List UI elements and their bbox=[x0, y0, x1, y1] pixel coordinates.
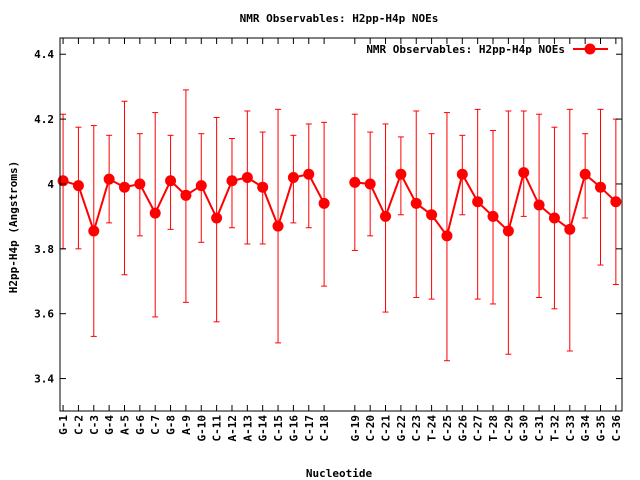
plot-area bbox=[57, 89, 622, 362]
x-tick-label: C-7 bbox=[149, 415, 162, 435]
data-point bbox=[487, 210, 499, 222]
data-point bbox=[287, 171, 299, 183]
x-axis-label: Nucleotide bbox=[306, 467, 373, 480]
data-point bbox=[533, 199, 545, 211]
data-point bbox=[257, 181, 269, 193]
data-point bbox=[180, 189, 192, 201]
x-tick-label: G-1 bbox=[57, 415, 70, 435]
x-tick-label: C-31 bbox=[533, 415, 546, 442]
y-tick-label: 4.4 bbox=[34, 48, 54, 61]
x-tick-label: G-35 bbox=[595, 415, 608, 442]
series-line bbox=[62, 173, 325, 235]
x-tick-label: G-10 bbox=[195, 415, 208, 442]
x-tick-label: C-11 bbox=[211, 415, 224, 442]
legend-marker-swatch bbox=[584, 43, 596, 55]
data-point bbox=[72, 180, 84, 192]
data-point bbox=[195, 180, 207, 192]
data-point bbox=[57, 175, 69, 187]
x-tick-label: C-23 bbox=[410, 415, 423, 442]
x-tick-label: G-8 bbox=[165, 415, 178, 435]
data-point bbox=[134, 178, 146, 190]
x-tick-label: C-17 bbox=[303, 415, 316, 442]
x-tick-label: G-4 bbox=[103, 415, 116, 435]
data-point bbox=[349, 176, 361, 188]
data-point bbox=[410, 197, 422, 209]
data-point bbox=[303, 168, 315, 180]
data-point bbox=[456, 168, 468, 180]
x-tick-label: G-16 bbox=[287, 415, 300, 442]
x-tick-label: C-25 bbox=[441, 415, 454, 442]
data-point bbox=[502, 225, 514, 237]
plot-frame bbox=[59, 37, 623, 412]
x-tick-label: G-6 bbox=[134, 415, 147, 435]
data-point bbox=[564, 223, 576, 235]
legend: NMR Observables: H2pp-H4p NOEs bbox=[366, 43, 608, 56]
data-point bbox=[441, 230, 453, 242]
data-point bbox=[241, 171, 253, 183]
x-tick-label: C-33 bbox=[564, 415, 577, 442]
x-tick-label: A-5 bbox=[118, 415, 131, 435]
x-tick-label: C-21 bbox=[380, 415, 393, 442]
x-tick-label: C-2 bbox=[72, 415, 85, 435]
y-tick-label: 4.2 bbox=[34, 113, 54, 126]
data-point bbox=[395, 168, 407, 180]
x-tick-label: G-19 bbox=[349, 415, 362, 442]
data-point bbox=[211, 212, 223, 224]
data-point bbox=[380, 210, 392, 222]
x-tick-label: C-3 bbox=[88, 415, 101, 435]
data-point bbox=[364, 178, 376, 190]
chart-title: NMR Observables: H2pp-H4p NOEs bbox=[240, 12, 439, 25]
x-tick-label: C-36 bbox=[610, 415, 623, 442]
axes: 3.4 3.6 3.8 4 4.2 4.4 G-1 C-2 C-3 G-4 A-5 G-6 C-7 G-8… bbox=[34, 37, 623, 442]
data-point bbox=[272, 220, 284, 232]
data-point bbox=[88, 225, 100, 237]
x-tick-label: G-14 bbox=[257, 415, 270, 442]
data-point bbox=[426, 209, 438, 221]
y-tick-label: 3.6 bbox=[34, 308, 54, 321]
y-tick-label: 4 bbox=[47, 178, 54, 191]
x-tick-label: A-9 bbox=[180, 415, 193, 435]
x-tick-label: A-13 bbox=[241, 415, 254, 442]
legend-label: NMR Observables: H2pp-H4p NOEs bbox=[366, 43, 565, 56]
data-point bbox=[318, 197, 330, 209]
y-tick-label: 3.8 bbox=[34, 243, 54, 256]
x-tick-label: G-34 bbox=[579, 415, 592, 442]
data-point bbox=[103, 173, 115, 185]
data-point bbox=[518, 167, 530, 179]
y-tick-label: 3.4 bbox=[34, 373, 54, 386]
data-point bbox=[579, 168, 591, 180]
x-tick-label: G-30 bbox=[518, 415, 531, 442]
data-point bbox=[610, 196, 622, 208]
x-tick-label: C-18 bbox=[318, 415, 331, 442]
data-point bbox=[118, 181, 130, 193]
x-tick-label: A-12 bbox=[226, 415, 239, 442]
x-tick-label: T-24 bbox=[426, 415, 439, 442]
y-axis-label: H2pp-H4p (Angstroms) bbox=[7, 161, 20, 293]
series-line bbox=[354, 169, 617, 239]
x-tick-label: G-22 bbox=[395, 415, 408, 442]
x-tick-label: T-32 bbox=[548, 415, 561, 442]
x-tick-label: C-15 bbox=[272, 415, 285, 442]
x-tick-label: G-26 bbox=[456, 415, 469, 442]
data-point bbox=[226, 175, 238, 187]
x-tick-label: C-27 bbox=[472, 415, 485, 442]
data-point bbox=[548, 212, 560, 224]
data-point bbox=[595, 181, 607, 193]
data-point bbox=[472, 196, 484, 208]
data-point bbox=[165, 175, 177, 187]
x-tick-label: C-20 bbox=[364, 415, 377, 442]
data-point bbox=[149, 207, 161, 219]
x-tick-label: T-28 bbox=[487, 415, 500, 442]
x-tick-label: C-29 bbox=[502, 415, 515, 442]
